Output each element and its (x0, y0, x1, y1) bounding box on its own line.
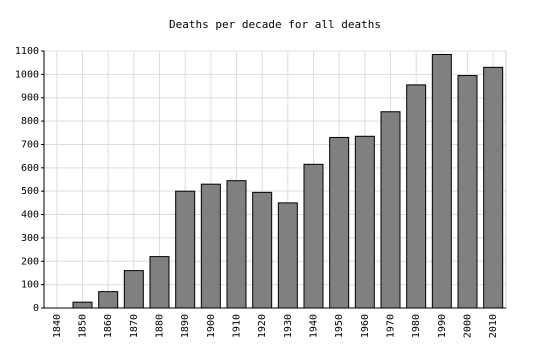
x-tick-label: 1980 (411, 314, 422, 338)
x-tick-label: 1850 (78, 314, 89, 338)
plot-area (43, 50, 507, 309)
x-tick-label: 2000 (463, 314, 474, 338)
bar (406, 84, 427, 309)
bar (483, 66, 504, 309)
y-tick-label: 0 (33, 303, 39, 314)
bar (226, 180, 247, 309)
y-tick-label: 300 (21, 233, 39, 244)
y-tick-label: 100 (21, 280, 39, 291)
x-tick-label: 1990 (437, 314, 448, 338)
bar (149, 256, 170, 309)
x-tick-label: 1860 (103, 314, 114, 338)
y-tick-label: 1100 (15, 46, 39, 57)
bar (277, 202, 298, 309)
bar (303, 163, 324, 309)
x-tick-label: 1900 (206, 314, 217, 338)
x-tick-label: 1920 (257, 314, 268, 338)
bar (175, 190, 196, 309)
bar (72, 301, 93, 309)
bar (354, 135, 375, 309)
bar (457, 75, 478, 309)
y-tick-label: 600 (21, 163, 39, 174)
x-tick-label: 1930 (283, 314, 294, 338)
bar (252, 191, 273, 309)
chart-title: Deaths per decade for all deaths (169, 18, 381, 31)
y-tick-label: 800 (21, 116, 39, 127)
x-tick-label: 1890 (180, 314, 191, 338)
x-tick-label: 1940 (309, 314, 320, 338)
y-tick-label: 400 (21, 210, 39, 221)
x-tick-label: 1960 (360, 314, 371, 338)
y-tick-label: 700 (21, 139, 39, 150)
bar (123, 270, 144, 309)
x-tick-label: 1870 (129, 314, 140, 338)
x-tick-label: 2010 (488, 314, 499, 338)
bar (380, 111, 401, 309)
y-tick-label: 500 (21, 186, 39, 197)
x-tick-label: 1880 (155, 314, 166, 338)
y-tick-label: 1000 (15, 69, 39, 80)
x-tick-label: 1910 (232, 314, 243, 338)
bar (431, 54, 452, 309)
y-tick-label: 900 (21, 93, 39, 104)
bar (200, 183, 221, 309)
x-tick-label: 1950 (334, 314, 345, 338)
bar (98, 291, 119, 309)
x-tick-label: 1970 (386, 314, 397, 338)
bar (329, 136, 350, 309)
y-tick-label: 200 (21, 256, 39, 267)
x-tick-label: 1840 (52, 314, 63, 338)
